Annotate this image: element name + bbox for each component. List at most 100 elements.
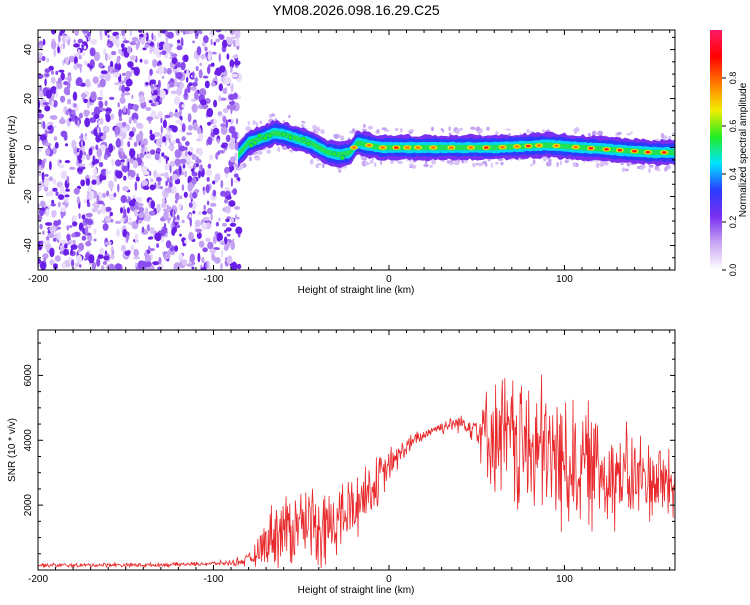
noise-speckle: [191, 266, 195, 270]
ridge-halo-speckle: [495, 161, 499, 165]
noise-speckle: [65, 197, 69, 203]
noise-speckle: [91, 261, 96, 270]
noise-speckle: [143, 138, 148, 146]
noise-speckle: [112, 69, 120, 73]
ridge-halo-speckle: [453, 160, 460, 166]
noise-speckle: [156, 147, 161, 153]
noise-speckle: [145, 82, 149, 86]
noise-speckle: [149, 170, 152, 177]
ridge-halo-speckle: [626, 133, 631, 136]
noise-speckle: [190, 98, 197, 102]
noise-speckle: [199, 88, 207, 97]
noise-speckle: [73, 103, 77, 108]
noise-speckle: [84, 136, 88, 140]
noise-speckle: [57, 201, 61, 208]
noise-speckle: [225, 227, 232, 232]
noise-speckle: [203, 216, 210, 221]
ridge-halo-speckle: [300, 124, 305, 129]
noise-speckle: [181, 104, 185, 109]
noise-speckle: [121, 30, 126, 36]
noise-speckle: [95, 144, 99, 151]
noise-speckle: [135, 176, 140, 182]
noise-speckle: [166, 204, 170, 210]
noise-speckle: [126, 233, 129, 243]
ridge-halo-speckle: [548, 158, 552, 164]
noise-speckle: [152, 58, 158, 68]
noise-speckle: [224, 199, 229, 204]
noise-speckle: [71, 233, 76, 238]
noise-speckle: [228, 94, 236, 101]
noise-speckle: [128, 131, 135, 138]
noise-speckle: [172, 209, 175, 220]
noise-speckle: [38, 146, 42, 153]
noise-speckle: [120, 159, 125, 163]
ridge-blob: [331, 151, 337, 157]
ridge-hotspot-group: [248, 131, 669, 161]
noise-speckle: [108, 180, 114, 190]
noise-speckle: [86, 153, 91, 161]
noise-speckle: [186, 132, 193, 136]
noise-speckle: [57, 231, 61, 241]
noise-speckle: [65, 143, 68, 147]
noise-speckle: [61, 116, 64, 121]
noise-speckle: [175, 30, 181, 36]
noise-speckle: [179, 233, 182, 237]
noise-speckle: [218, 53, 221, 63]
noise-speckle: [184, 150, 188, 157]
ridge-halo-speckle: [472, 162, 476, 168]
figure-title: YM08.2026.098.16.29.C25: [272, 2, 440, 18]
noise-speckle: [210, 82, 216, 87]
noise-speckle: [171, 173, 179, 181]
spectrogram-y-tick-label: 20: [23, 93, 34, 105]
noise-speckle: [166, 250, 172, 255]
noise-speckle: [68, 55, 75, 63]
noise-speckle: [193, 163, 197, 170]
noise-speckle: [70, 266, 78, 270]
noise-speckle: [197, 252, 201, 263]
noise-speckle: [45, 89, 53, 99]
noise-speckle: [145, 261, 152, 268]
noise-speckle: [50, 115, 58, 120]
noise-speckle: [78, 222, 84, 231]
noise-speckle: [89, 162, 92, 166]
noise-speckle: [59, 164, 65, 169]
noise-speckle: [201, 222, 208, 230]
noise-speckle: [211, 30, 214, 35]
noise-speckle: [51, 70, 54, 75]
ridge-halo-speckle: [288, 115, 291, 118]
spectrogram-y-tick-label: 40: [23, 44, 34, 56]
noise-speckle: [76, 196, 80, 205]
noise-speckle: [105, 168, 109, 177]
noise-speckle: [230, 218, 235, 223]
ridge-halo-speckle: [587, 132, 592, 138]
noise-speckle: [209, 155, 214, 160]
ridge-hotspot-core: [415, 146, 421, 149]
noise-speckle: [174, 199, 178, 204]
noise-speckle: [59, 159, 62, 164]
noise-speckle: [104, 215, 112, 223]
noise-speckle: [228, 200, 236, 207]
noise-speckle: [47, 125, 53, 131]
noise-speckle: [206, 200, 210, 206]
noise-speckle: [96, 258, 101, 267]
noise-speckle: [79, 264, 82, 268]
noise-speckle: [66, 242, 72, 245]
noise-speckle: [220, 144, 228, 149]
colorbar-label: Normalized spectral amplitude: [738, 82, 749, 217]
noise-speckle: [129, 41, 137, 46]
noise-speckle: [63, 248, 69, 256]
noise-speckle: [80, 179, 86, 187]
noise-speckle: [129, 30, 132, 37]
noise-speckle: [203, 204, 206, 211]
ridge-hotspot-core: [449, 146, 454, 149]
noise-speckle: [159, 97, 163, 103]
noise-speckle: [125, 78, 133, 87]
noise-speckle: [145, 148, 148, 153]
noise-speckle: [88, 254, 95, 264]
noise-speckle: [120, 244, 126, 252]
noise-speckle: [42, 38, 46, 46]
colorbar-ticks: 0.0 0.2 0.4 0.6 0.8: [722, 72, 738, 276]
noise-speckle: [202, 75, 209, 79]
noise-speckle: [84, 117, 91, 128]
